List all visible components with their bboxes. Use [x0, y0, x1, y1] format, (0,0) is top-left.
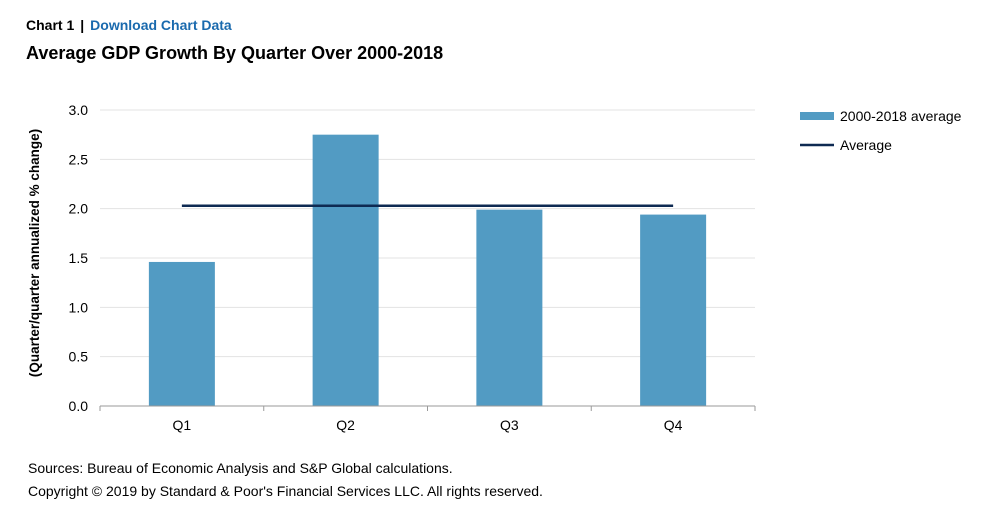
y-tick-label: 3.0: [69, 102, 89, 118]
bar-q4: [640, 214, 707, 406]
bar-q1: [148, 261, 215, 406]
legend-label-bar: 2000-2018 average: [840, 108, 962, 124]
y-tick-label: 1.5: [69, 250, 89, 266]
y-tick-label: 2.0: [69, 201, 89, 217]
y-tick-label: 0.5: [69, 349, 89, 365]
x-tick-label: Q3: [500, 417, 519, 433]
header-separator: |: [80, 17, 85, 33]
tick-labels: 0.0 0.5 1.0 1.5 2.0 2.5 3.0 Q1 Q2 Q3 Q4: [69, 102, 683, 433]
sources-note: Sources: Bureau of Economic Analysis and…: [28, 460, 453, 476]
y-tick-label: 2.5: [69, 151, 89, 167]
y-tick-label: 0.0: [69, 398, 89, 414]
chart-header: Chart 1 | Download Chart Data: [26, 17, 232, 33]
copyright-note: Copyright © 2019 by Standard & Poor's Fi…: [28, 483, 543, 499]
chart-canvas: 0.0 0.5 1.0 1.5 2.0 2.5 3.0 Q1 Q2 Q3 Q4 (Quarter/q…: [27, 102, 962, 433]
bar-q3: [476, 209, 543, 406]
x-tick-label: Q2: [336, 417, 355, 433]
x-tick-label: Q4: [664, 417, 683, 433]
bars: [148, 134, 707, 406]
chart-number-label: Chart 1: [26, 17, 75, 33]
legend-label-line: Average: [840, 137, 892, 153]
download-chart-data-link[interactable]: Download Chart Data: [90, 17, 232, 33]
chart-title: Average GDP Growth By Quarter Over 2000-…: [26, 43, 444, 63]
x-tick-label: Q1: [173, 417, 192, 433]
axes: [99, 405, 756, 411]
y-axis-title: (Quarter/quarter annualized % change): [27, 129, 42, 377]
legend-swatch-bar: [800, 112, 834, 120]
y-tick-label: 1.0: [69, 299, 89, 315]
bar-q2: [312, 134, 379, 406]
legend: 2000-2018 average Average: [800, 108, 962, 153]
